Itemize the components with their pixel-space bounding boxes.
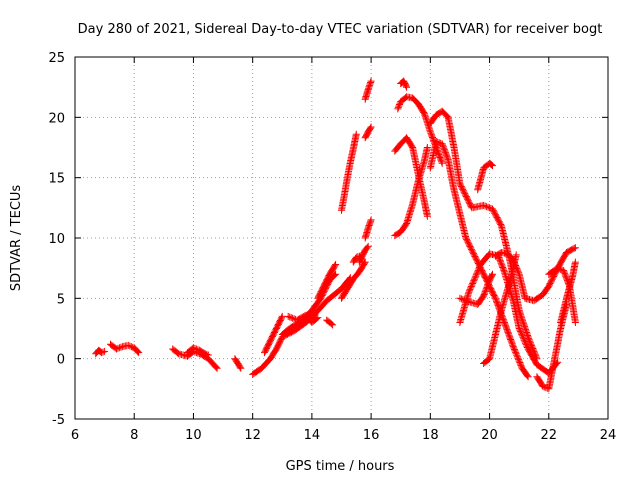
x-tick-label: 6: [71, 428, 79, 443]
plus-markers: [338, 258, 369, 302]
plus-markers: [314, 261, 340, 302]
series-arc-32: [557, 258, 579, 326]
plus-markers: [426, 107, 541, 363]
plus-markers: [361, 77, 375, 103]
x-tick-label: 16: [363, 428, 380, 443]
plus-markers: [391, 144, 431, 240]
y-tick-label: -5: [52, 413, 65, 428]
chart-title: Day 280 of 2021, Sidereal Day-to-day VTE…: [78, 22, 603, 37]
y-tick-label: 0: [57, 353, 65, 368]
plus-markers: [361, 123, 375, 142]
y-tick-label: 10: [48, 232, 65, 247]
series-arc-14: [355, 242, 372, 266]
series-arc-22: [426, 107, 541, 363]
x-tick-label: 8: [130, 428, 138, 443]
series-arc-11: [323, 316, 337, 329]
x-tick-label: 20: [481, 428, 498, 443]
plus-markers: [249, 274, 354, 378]
series-arc-12: [338, 258, 369, 302]
plus-markers: [456, 270, 496, 308]
y-tick-label: 20: [48, 111, 65, 126]
series-arc-2: [107, 340, 143, 357]
plus-markers: [397, 77, 411, 91]
y-axis-title: SDTVAR / TECUs: [9, 185, 24, 292]
x-tick-label: 10: [185, 428, 202, 443]
series-arc-4: [184, 344, 212, 359]
x-tick-label: 22: [541, 428, 558, 443]
series-arc-25: [456, 270, 496, 308]
plus-markers: [492, 249, 529, 302]
x-axis-title: GPS time / hours: [286, 459, 395, 474]
plus-markers: [557, 258, 579, 326]
plus-markers: [284, 311, 322, 326]
series-arc-10: [314, 261, 340, 302]
plus-markers: [355, 242, 372, 266]
series-arc-18: [361, 77, 375, 103]
series-arc-15: [361, 216, 375, 242]
y-tick-label: 15: [48, 172, 65, 187]
y-tick-label: 5: [57, 292, 65, 307]
series-arc-33: [397, 77, 411, 91]
plus-markers: [169, 345, 221, 372]
x-tick-label: 14: [304, 428, 321, 443]
x-tick-label: 18: [422, 428, 439, 443]
series-arc-9: [284, 311, 322, 326]
axis-ticks: 6 8 10 12 14 16 18 20 22 24 -5 0 5 10 15 20 25: [48, 51, 616, 443]
plus-markers: [231, 355, 245, 372]
series-arc-26: [474, 159, 496, 194]
x-tick-label: 12: [244, 428, 261, 443]
plus-markers: [338, 130, 360, 214]
series-arc-6: [249, 274, 354, 378]
series-arc-21: [391, 144, 431, 240]
y-tick-label: 25: [48, 51, 65, 66]
series-arc-7: [261, 312, 286, 357]
plus-markers: [92, 346, 109, 358]
plus-markers: [323, 316, 337, 329]
plus-markers: [361, 216, 375, 242]
data-points: [92, 77, 579, 393]
series-arc-16: [338, 130, 360, 214]
plus-markers: [474, 159, 496, 194]
series-arc-5: [231, 355, 245, 372]
series-arc-1: [92, 346, 109, 358]
series-arc-28: [492, 249, 529, 302]
plus-markers: [261, 312, 286, 357]
plus-markers: [184, 344, 212, 359]
x-tick-label: 24: [600, 428, 617, 443]
series-arc-17: [361, 123, 375, 142]
plus-markers: [107, 340, 143, 357]
series-arc-3: [169, 345, 221, 372]
